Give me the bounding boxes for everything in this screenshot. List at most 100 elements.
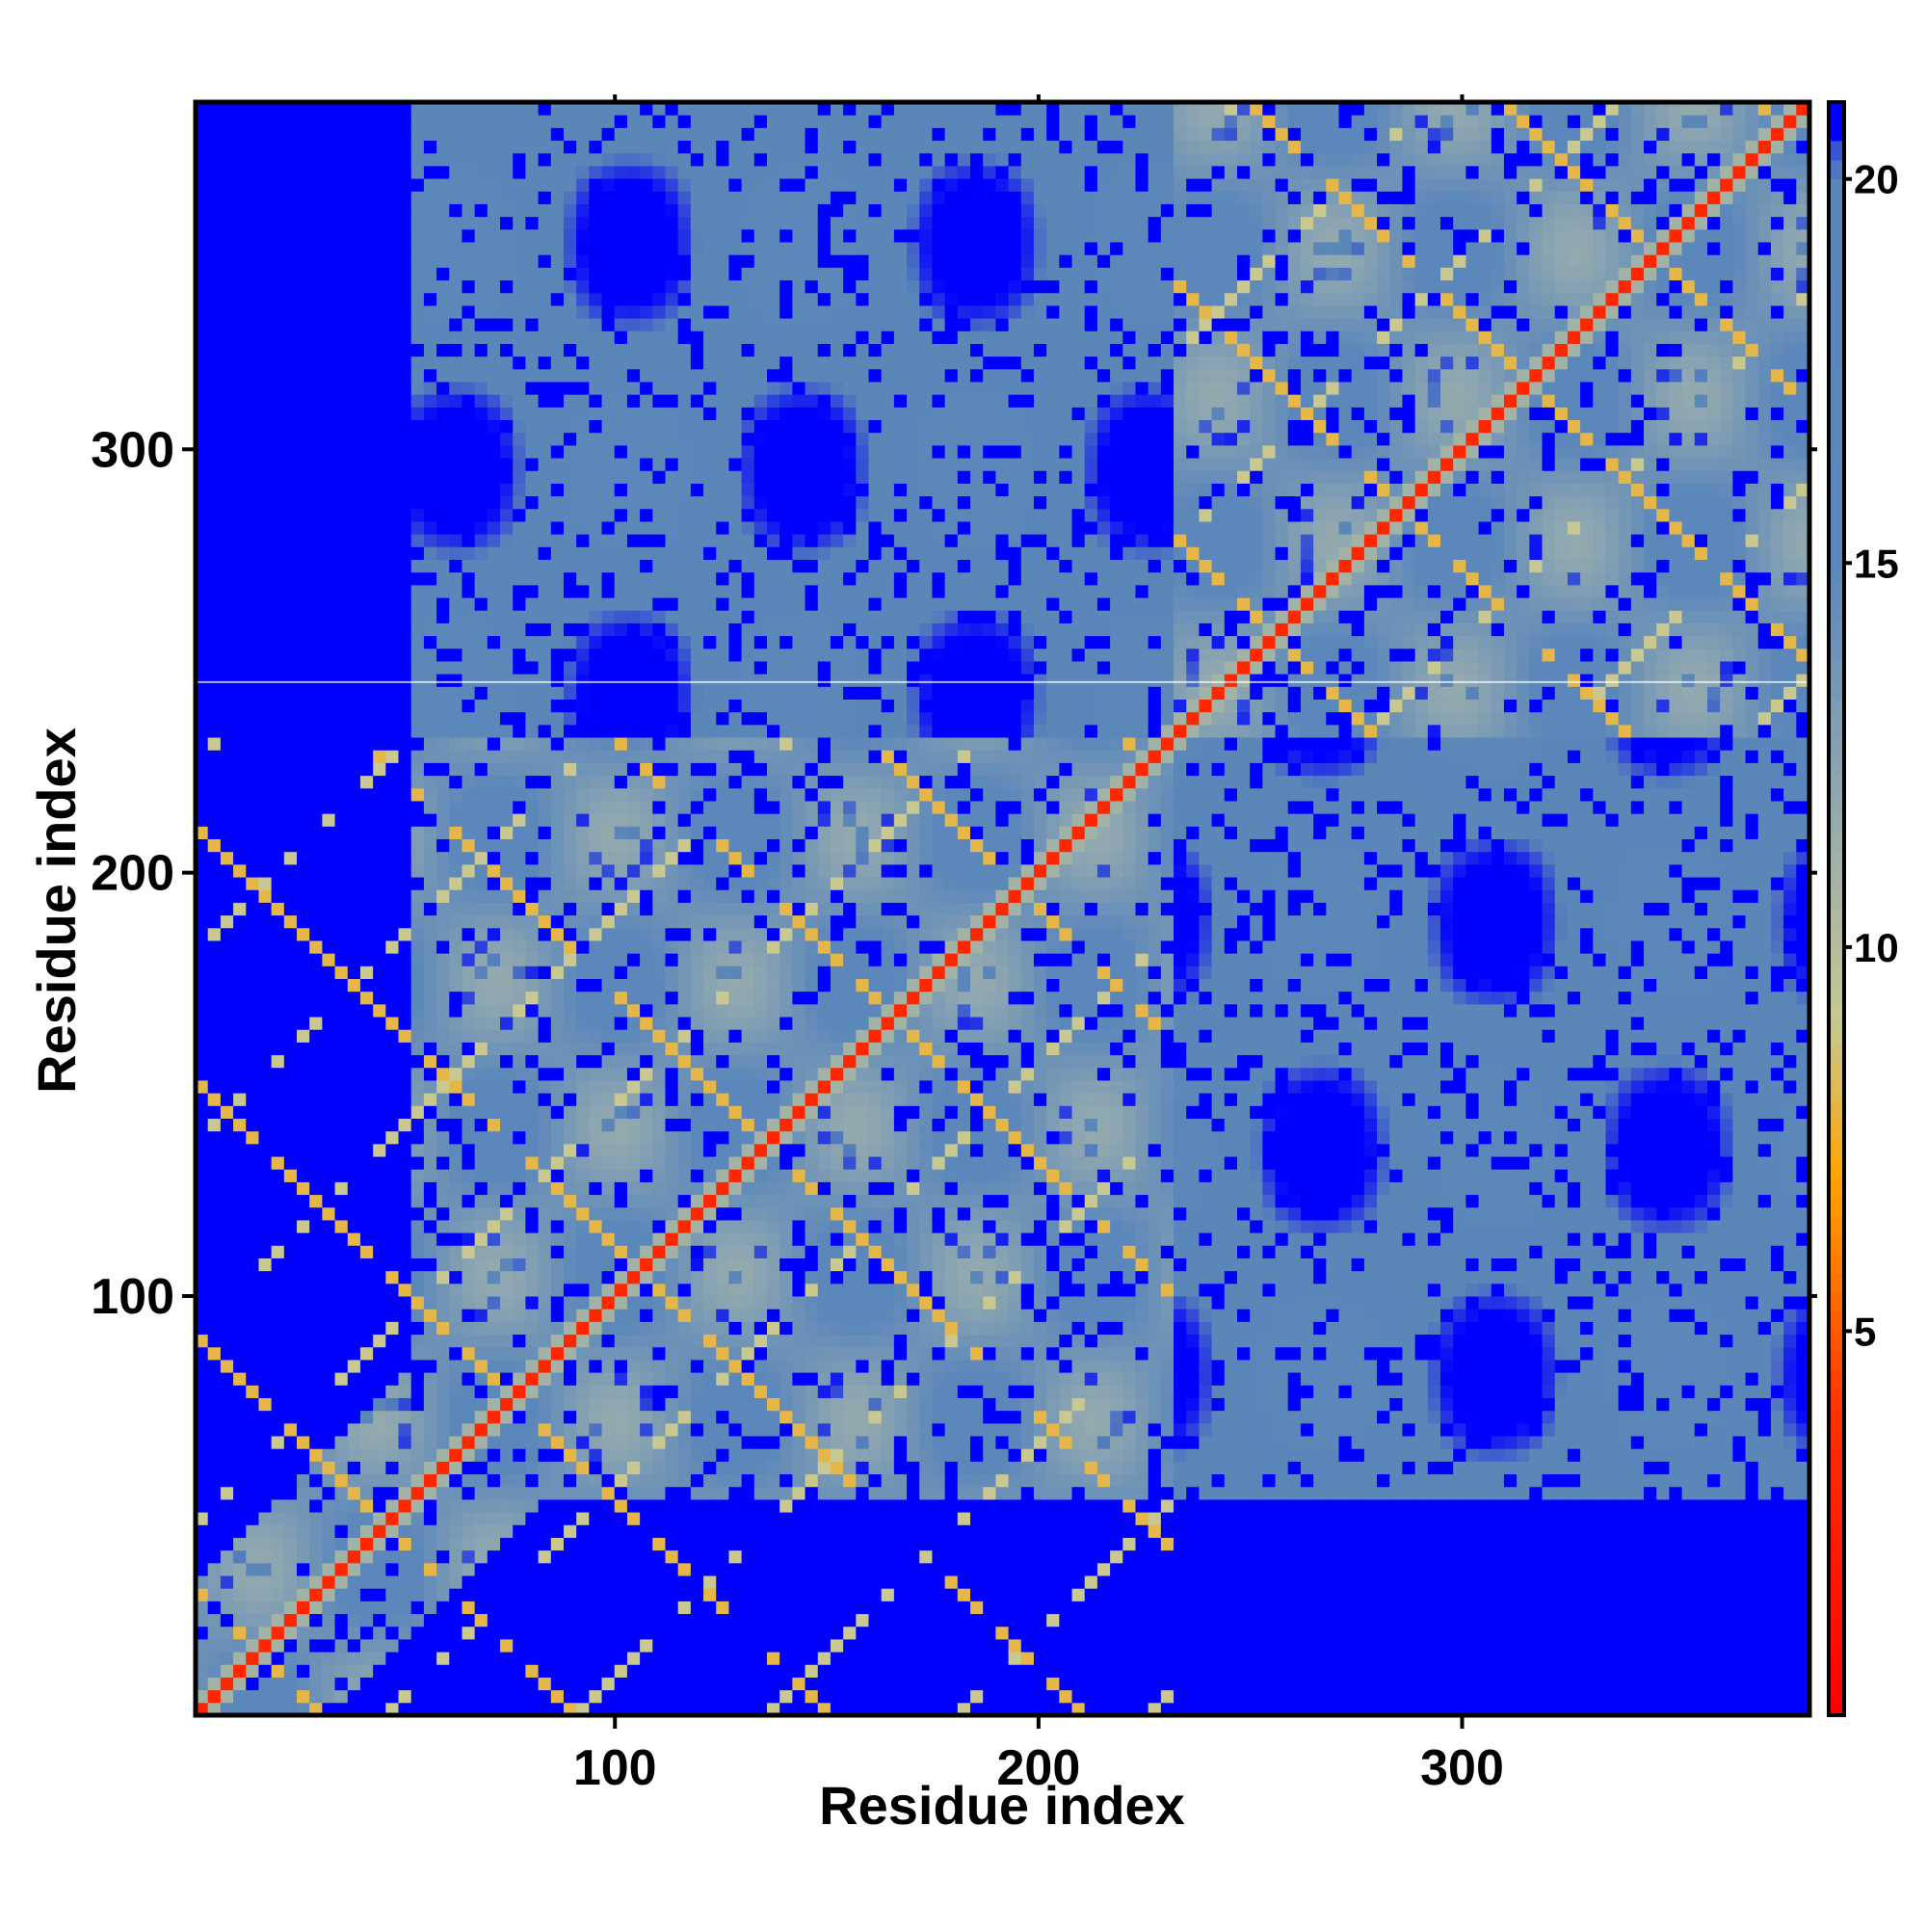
heatmap-cell-4130 [601,863,616,878]
heatmap-cell-1491 [334,508,349,522]
heatmap-cell-1576 [347,1041,361,1056]
heatmap-cell-2613 [449,775,463,789]
heatmap-cell-40 [195,1194,209,1208]
heatmap-cell-3522 [538,520,552,535]
heatmap-cell-1134 [297,202,311,218]
heatmap-cell-4561 [640,228,654,243]
heatmap-cell-3543 [538,253,552,268]
heatmap-cell-872 [271,304,285,319]
heatmap-cell-835 [271,775,285,789]
heatmap-cell-1562 [347,1219,361,1233]
heatmap-cell-1048 [297,1295,311,1310]
heatmap-cell-3585 [550,1334,565,1348]
heatmap-cell-254 [220,1702,235,1716]
heatmap-cell-1034 [297,1473,311,1488]
heatmap-cell-4854 [677,1346,692,1361]
heatmap-cell-4850 [677,1396,692,1412]
heatmap-cell-1859 [373,673,387,687]
heatmap-cell-1868 [373,559,387,573]
heatmap-cell-569 [246,927,260,941]
heatmap-cell-2792 [462,114,476,128]
heatmap-cell-2808 [474,1523,488,1538]
heatmap-cell-1093 [297,724,311,738]
heatmap-cell-2277 [410,202,425,218]
heatmap-cell-3979 [589,1168,603,1182]
heatmap-cell-4163 [601,444,616,459]
heatmap-cell-4961 [690,1600,705,1615]
heatmap-cell-4044 [589,342,603,357]
heatmap-cell-4665 [652,520,667,535]
heatmap-cell-3709 [563,1371,578,1386]
heatmap-cell-2258 [410,444,425,459]
heatmap-cell-1024 [297,1600,311,1615]
heatmap-cell-1743 [359,533,375,547]
heatmap-cell-376 [220,152,235,167]
heatmap-cell-1344 [322,761,336,777]
heatmap-cell-3735 [563,1041,578,1056]
heatmap-cell-4616 [652,1143,667,1157]
heatmap-cell-656 [258,1435,273,1449]
heatmap-cell-20 [195,1447,209,1462]
heatmap-cell-249 [207,152,222,167]
heatmap-cell-4692 [652,177,667,192]
heatmap-cell-1496 [334,444,349,459]
heatmap-cell-2813 [474,1460,488,1475]
heatmap-cell-219 [207,533,222,547]
heatmap-cell-1453 [334,991,349,1005]
heatmap-cell-1952 [385,1104,400,1119]
heatmap-cell-2393 [423,342,438,357]
heatmap-cell-1781 [373,1663,387,1678]
heatmap-cell-73 [195,775,209,789]
heatmap-cell-2224 [410,876,425,890]
heatmap-cell-3001 [487,685,502,701]
heatmap-cell-2533 [436,177,451,192]
heatmap-cell-2028 [385,140,400,154]
heatmap-cell-4001 [589,888,603,903]
heatmap-cell-3303 [525,1689,540,1704]
heatmap-cell-4978 [690,1384,705,1398]
heatmap-cell-3643 [550,596,565,611]
heatmap-cell-873 [271,292,285,306]
heatmap-cell-621 [246,266,260,281]
heatmap-cell-1315 [322,1130,336,1145]
heatmap-cell-1145 [309,1676,324,1691]
heatmap-cell-1399 [334,1676,349,1691]
heatmap-cell-385 [233,1651,248,1665]
heatmap-cell-1595 [347,800,361,814]
heatmap-cell-3378 [525,736,540,751]
heatmap-cell-1572 [347,1092,361,1106]
heatmap-cell-773 [271,1562,285,1576]
heatmap-cell-2545 [449,1638,463,1653]
heatmap-cell-4254 [614,901,628,916]
heatmap-cell-4657 [652,622,667,637]
heatmap-cell-1813 [373,1257,387,1272]
heatmap-cell-1190 [309,1104,324,1119]
heatmap-cell-1684 [359,1283,375,1297]
heatmap-cell-1268 [309,114,324,128]
heatmap-cell-3101 [500,1028,515,1043]
heatmap-cell-942 [283,1028,299,1043]
heatmap-cell-3106 [500,965,515,979]
heatmap-cell-3289 [513,253,527,268]
heatmap-cell-1939 [385,1270,400,1284]
heatmap-cell-4451 [640,1626,654,1640]
heatmap-cell-421 [233,1194,248,1208]
heatmap-cell-416 [233,1257,248,1272]
heatmap-cell-3248 [513,775,527,789]
heatmap-cell-825 [271,901,285,916]
heatmap-cell-1314 [322,1143,336,1157]
heatmap-cell-4199 [614,1600,628,1615]
heatmap-cell-3389 [525,596,540,611]
heatmap-cell-2720 [462,1028,476,1043]
heatmap-cell-4420 [626,406,642,421]
heatmap-cell-3703 [563,1447,578,1462]
heatmap-cell-4234 [614,1155,628,1170]
heatmap-cell-3495 [538,863,552,878]
heatmap-cell-1979 [385,761,400,777]
heatmap-cell-3417 [525,241,540,255]
heatmap-cell-4620 [652,1092,667,1106]
heatmap-cell-1558 [347,1270,361,1284]
heatmap-cell-3954 [589,1486,603,1500]
heatmap-cell-1655 [359,1651,375,1665]
heatmap-cell-2541 [449,1689,463,1704]
